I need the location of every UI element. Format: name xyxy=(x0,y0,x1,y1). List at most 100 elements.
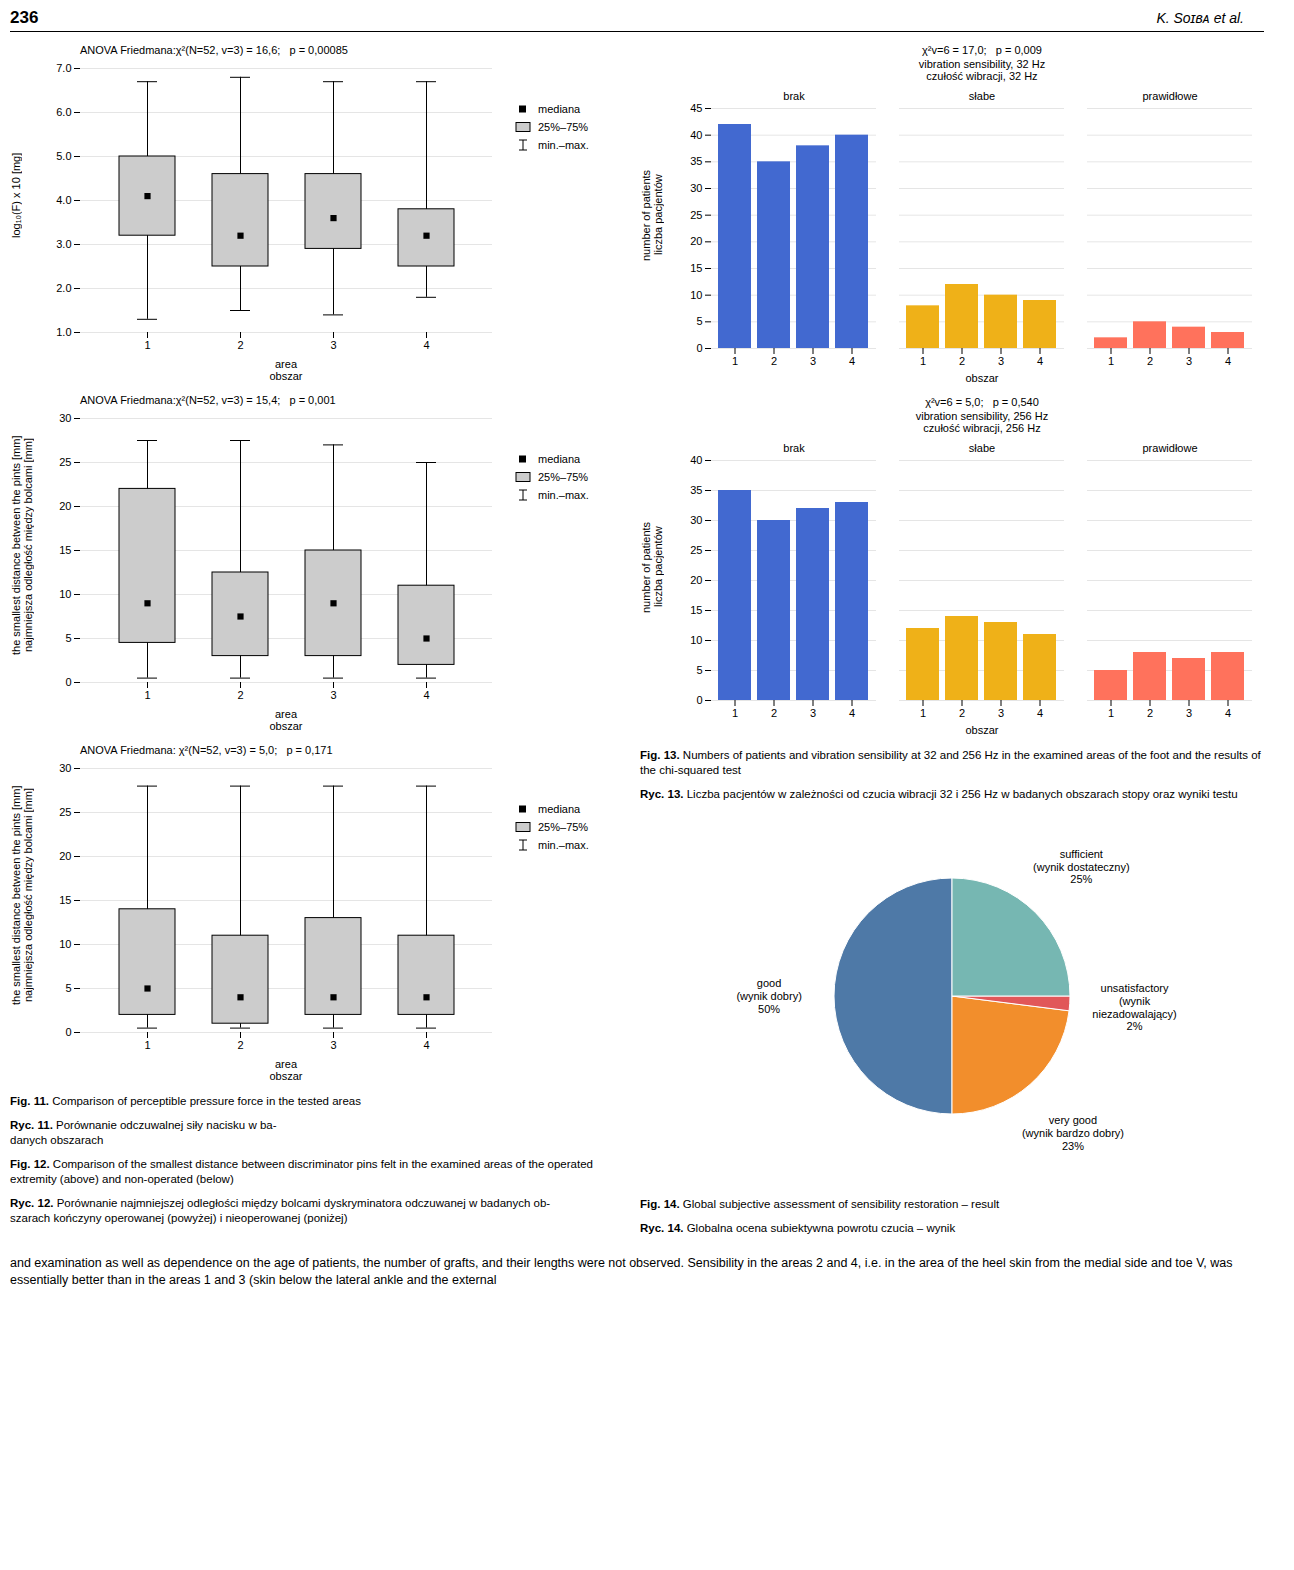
svg-text:3: 3 xyxy=(330,339,336,351)
svg-text:4.0: 4.0 xyxy=(56,194,71,206)
html-text:Fig. 13. Numbers of patients a: Fig. 13. Numbers of patients and vibrati… xyxy=(640,749,1261,776)
svg-text:40: 40 xyxy=(690,129,702,141)
html-text:Ryc. 12. Porównanie najmniejsz: Ryc. 12. Porównanie najmniejszej odległo… xyxy=(10,1196,551,1224)
svg-text:5: 5 xyxy=(696,664,702,676)
svg-text:20: 20 xyxy=(59,850,71,862)
svg-text:10: 10 xyxy=(690,634,702,646)
svg-text:15: 15 xyxy=(690,262,702,274)
svg-text:unsatisfactory(wynikniezadowal: unsatisfactory(wynikniezadowalający)2% xyxy=(1092,982,1176,1032)
svg-text:0: 0 xyxy=(696,694,702,706)
svg-text:5: 5 xyxy=(65,632,71,644)
svg-text:4: 4 xyxy=(423,339,429,351)
html-text:the smallest distance between: the smallest distance between the pints … xyxy=(10,785,34,1005)
html-text:the smallest distance between: the smallest distance between the pints … xyxy=(10,435,34,655)
svg-text:10: 10 xyxy=(59,938,71,950)
svg-text:30: 30 xyxy=(59,412,71,424)
html-text:vibration sensibility, 32 Hz c: vibration sensibility, 32 Hz czułość wib… xyxy=(918,58,1046,82)
svg-text:5: 5 xyxy=(696,315,702,327)
svg-text:1: 1 xyxy=(732,355,738,367)
html-text:area obszar: area obszar xyxy=(269,708,303,732)
svg-text:1: 1 xyxy=(1108,707,1114,719)
svg-text:1: 1 xyxy=(144,1039,150,1051)
svg-text:4: 4 xyxy=(1037,355,1043,367)
svg-text:0: 0 xyxy=(696,342,702,354)
svg-text:10: 10 xyxy=(59,588,71,600)
html-text:number of patients liczba pacj: number of patients liczba pacjentów xyxy=(640,169,664,261)
svg-text:15: 15 xyxy=(59,544,71,556)
svg-text:sufficient(wynik dostateczny)2: sufficient(wynik dostateczny)25% xyxy=(1033,848,1130,885)
svg-text:15: 15 xyxy=(59,894,71,906)
svg-text:20: 20 xyxy=(59,500,71,512)
svg-text:30: 30 xyxy=(690,182,702,194)
svg-text:3: 3 xyxy=(330,1039,336,1051)
svg-text:very good(wynik bardzo dobry)2: very good(wynik bardzo dobry)23% xyxy=(1022,1114,1124,1151)
svg-text:30: 30 xyxy=(59,762,71,774)
html-text:area obszar: area obszar xyxy=(269,358,303,382)
svg-text:prawidłowe: prawidłowe xyxy=(1142,442,1197,454)
svg-text:3: 3 xyxy=(810,707,816,719)
svg-text:1: 1 xyxy=(1108,355,1114,367)
svg-text:0: 0 xyxy=(65,676,71,688)
svg-text:4: 4 xyxy=(1037,707,1043,719)
svg-text:1: 1 xyxy=(144,689,150,701)
html-text:number of patients liczba pacj: number of patients liczba pacjentów xyxy=(640,521,664,613)
svg-text:1.0: 1.0 xyxy=(56,326,71,338)
svg-text:6.0: 6.0 xyxy=(56,106,71,118)
svg-text:25: 25 xyxy=(59,456,71,468)
svg-text:1: 1 xyxy=(144,339,150,351)
svg-text:2: 2 xyxy=(1147,707,1153,719)
svg-text:2: 2 xyxy=(771,355,777,367)
svg-text:3: 3 xyxy=(810,355,816,367)
svg-text:brak: brak xyxy=(783,442,805,454)
svg-text:4: 4 xyxy=(1225,707,1231,719)
svg-text:20: 20 xyxy=(690,574,702,586)
svg-text:0: 0 xyxy=(65,1026,71,1038)
svg-text:4: 4 xyxy=(849,707,855,719)
svg-text:3: 3 xyxy=(1186,707,1192,719)
html-text:and examination as well as dep: and examination as well as dependence on… xyxy=(10,1255,1233,1287)
svg-text:40: 40 xyxy=(690,454,702,466)
svg-text:2: 2 xyxy=(959,355,965,367)
html-text:Ryc. 11. Porównanie odczuwalne: Ryc. 11. Porównanie odczuwalnej siły nac… xyxy=(10,1118,277,1146)
svg-text:25: 25 xyxy=(59,806,71,818)
svg-text:3: 3 xyxy=(998,355,1004,367)
svg-text:3.0: 3.0 xyxy=(56,238,71,250)
svg-text:2.0: 2.0 xyxy=(56,282,71,294)
svg-text:słabe: słabe xyxy=(969,442,995,454)
svg-text:45: 45 xyxy=(690,102,702,114)
svg-text:2: 2 xyxy=(959,707,965,719)
svg-text:3: 3 xyxy=(998,707,1004,719)
svg-text:2: 2 xyxy=(1147,355,1153,367)
html-text:Fig. 12. Comparison of the sma: Fig. 12. Comparison of the smallest dist… xyxy=(10,1157,593,1185)
svg-text:35: 35 xyxy=(690,155,702,167)
svg-text:5.0: 5.0 xyxy=(56,150,71,162)
svg-text:1: 1 xyxy=(920,355,926,367)
html-text:area obszar: area obszar xyxy=(269,1058,303,1082)
svg-text:2: 2 xyxy=(237,339,243,351)
svg-text:25: 25 xyxy=(690,209,702,221)
svg-text:2: 2 xyxy=(771,707,777,719)
svg-text:4: 4 xyxy=(849,355,855,367)
svg-text:3: 3 xyxy=(1186,355,1192,367)
svg-text:słabe: słabe xyxy=(969,90,995,102)
svg-text:4: 4 xyxy=(423,689,429,701)
svg-text:4: 4 xyxy=(1225,355,1231,367)
svg-text:4: 4 xyxy=(423,1039,429,1051)
svg-text:brak: brak xyxy=(783,90,805,102)
svg-text:2: 2 xyxy=(237,689,243,701)
html-text:vibration sensibility, 256 Hz: vibration sensibility, 256 Hz czułość wi… xyxy=(915,410,1049,434)
svg-text:25: 25 xyxy=(690,544,702,556)
svg-text:5: 5 xyxy=(65,982,71,994)
svg-text:35: 35 xyxy=(690,484,702,496)
svg-text:3: 3 xyxy=(330,689,336,701)
svg-text:15: 15 xyxy=(690,604,702,616)
svg-text:prawidłowe: prawidłowe xyxy=(1142,90,1197,102)
svg-text:2: 2 xyxy=(237,1039,243,1051)
svg-text:1: 1 xyxy=(920,707,926,719)
svg-text:20: 20 xyxy=(690,235,702,247)
svg-text:1: 1 xyxy=(732,707,738,719)
svg-text:7.0: 7.0 xyxy=(56,62,71,74)
svg-text:good(wynik dobry)50%: good(wynik dobry)50% xyxy=(736,977,801,1014)
svg-text:30: 30 xyxy=(690,514,702,526)
svg-text:10: 10 xyxy=(690,289,702,301)
